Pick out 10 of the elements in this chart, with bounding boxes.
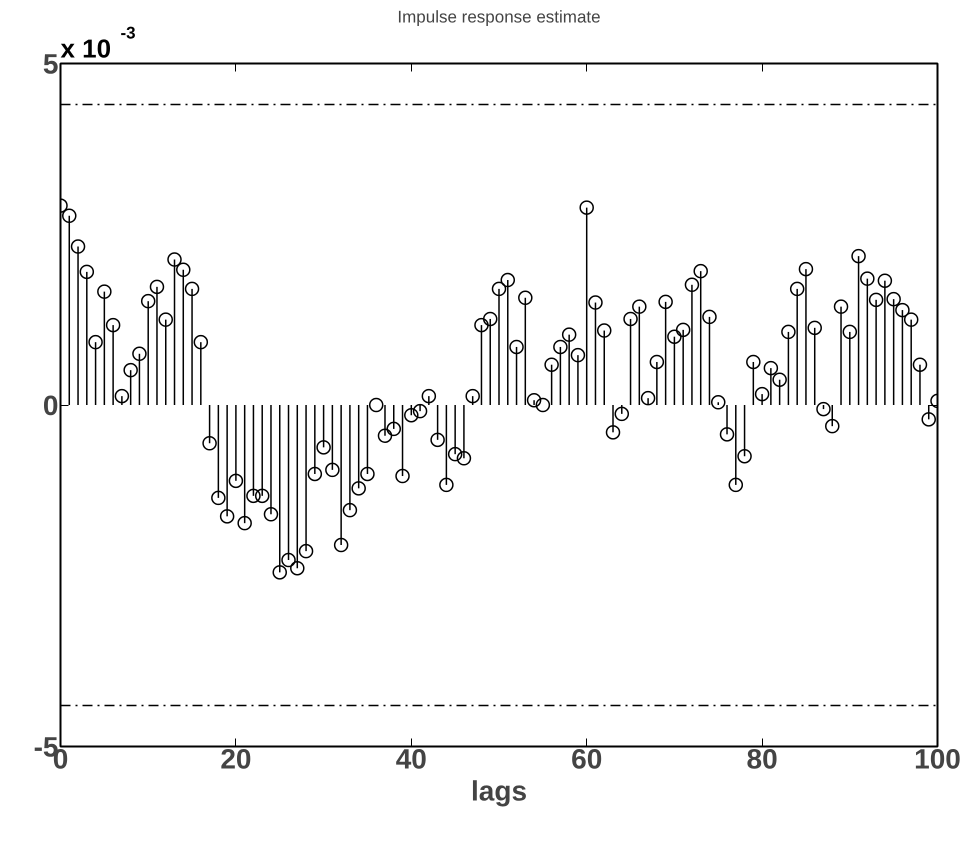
x-tick-label: 60 [571,744,602,774]
x-tick-label: 80 [746,744,778,774]
x-axis-title: lags [470,776,528,806]
x-tick-label: 20 [220,744,252,774]
x-tick-label: 100 [914,744,961,774]
y-tick-label: 0 [42,390,59,421]
y-tick-label: 5 [42,48,59,80]
text: x 10-3 [60,24,136,64]
chart-title: Impulse response estimate [397,8,601,26]
x-tick-label: 40 [396,744,427,774]
